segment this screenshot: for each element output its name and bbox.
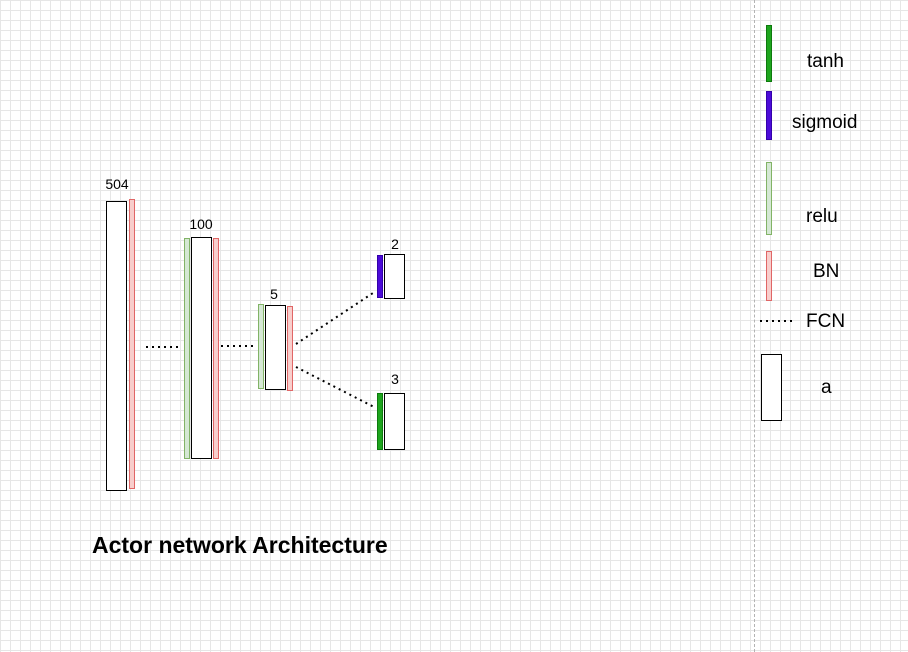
layer-100-relu-bar bbox=[184, 238, 190, 459]
layer-504-block bbox=[106, 201, 127, 491]
layer-5-block bbox=[265, 305, 286, 390]
fcn-connection-5-2 bbox=[295, 290, 377, 345]
legend-tanh-swatch bbox=[766, 25, 772, 82]
layer-100-bn-bar bbox=[213, 238, 219, 459]
layer-5-bn-bar bbox=[287, 306, 293, 391]
layer-504-bn-bar bbox=[129, 199, 135, 489]
layer-5-label: 5 bbox=[270, 286, 278, 302]
fcn-connection-5-3 bbox=[295, 366, 377, 409]
output-2-sigmoid-bar bbox=[377, 255, 383, 298]
legend-divider bbox=[754, 0, 755, 652]
legend-sigmoid-swatch bbox=[766, 91, 772, 140]
layer-100-block bbox=[191, 237, 212, 459]
layer-100-label: 100 bbox=[189, 216, 213, 232]
output-3-block bbox=[384, 393, 405, 450]
layer-504-label: 504 bbox=[105, 176, 129, 192]
legend-tanh-label: tanh bbox=[807, 51, 844, 72]
output-3-tanh-bar bbox=[377, 393, 383, 450]
legend-bn-label: BN bbox=[813, 261, 840, 282]
output-2-block bbox=[384, 254, 405, 299]
legend-a-label: a bbox=[821, 377, 832, 398]
legend-relu-swatch bbox=[766, 162, 772, 235]
legend-a-swatch bbox=[761, 354, 782, 421]
layer-5-relu-bar bbox=[258, 304, 264, 389]
legend-bn-swatch bbox=[766, 251, 772, 301]
legend-relu-label: relu bbox=[806, 206, 838, 227]
legend-fcn-label: FCN bbox=[806, 311, 846, 332]
legend-sigmoid-label: sigmoid bbox=[792, 112, 858, 133]
output-2-label: 2 bbox=[391, 236, 399, 252]
diagram-title: Actor network Architecture bbox=[92, 532, 388, 558]
output-3-label: 3 bbox=[391, 371, 399, 387]
